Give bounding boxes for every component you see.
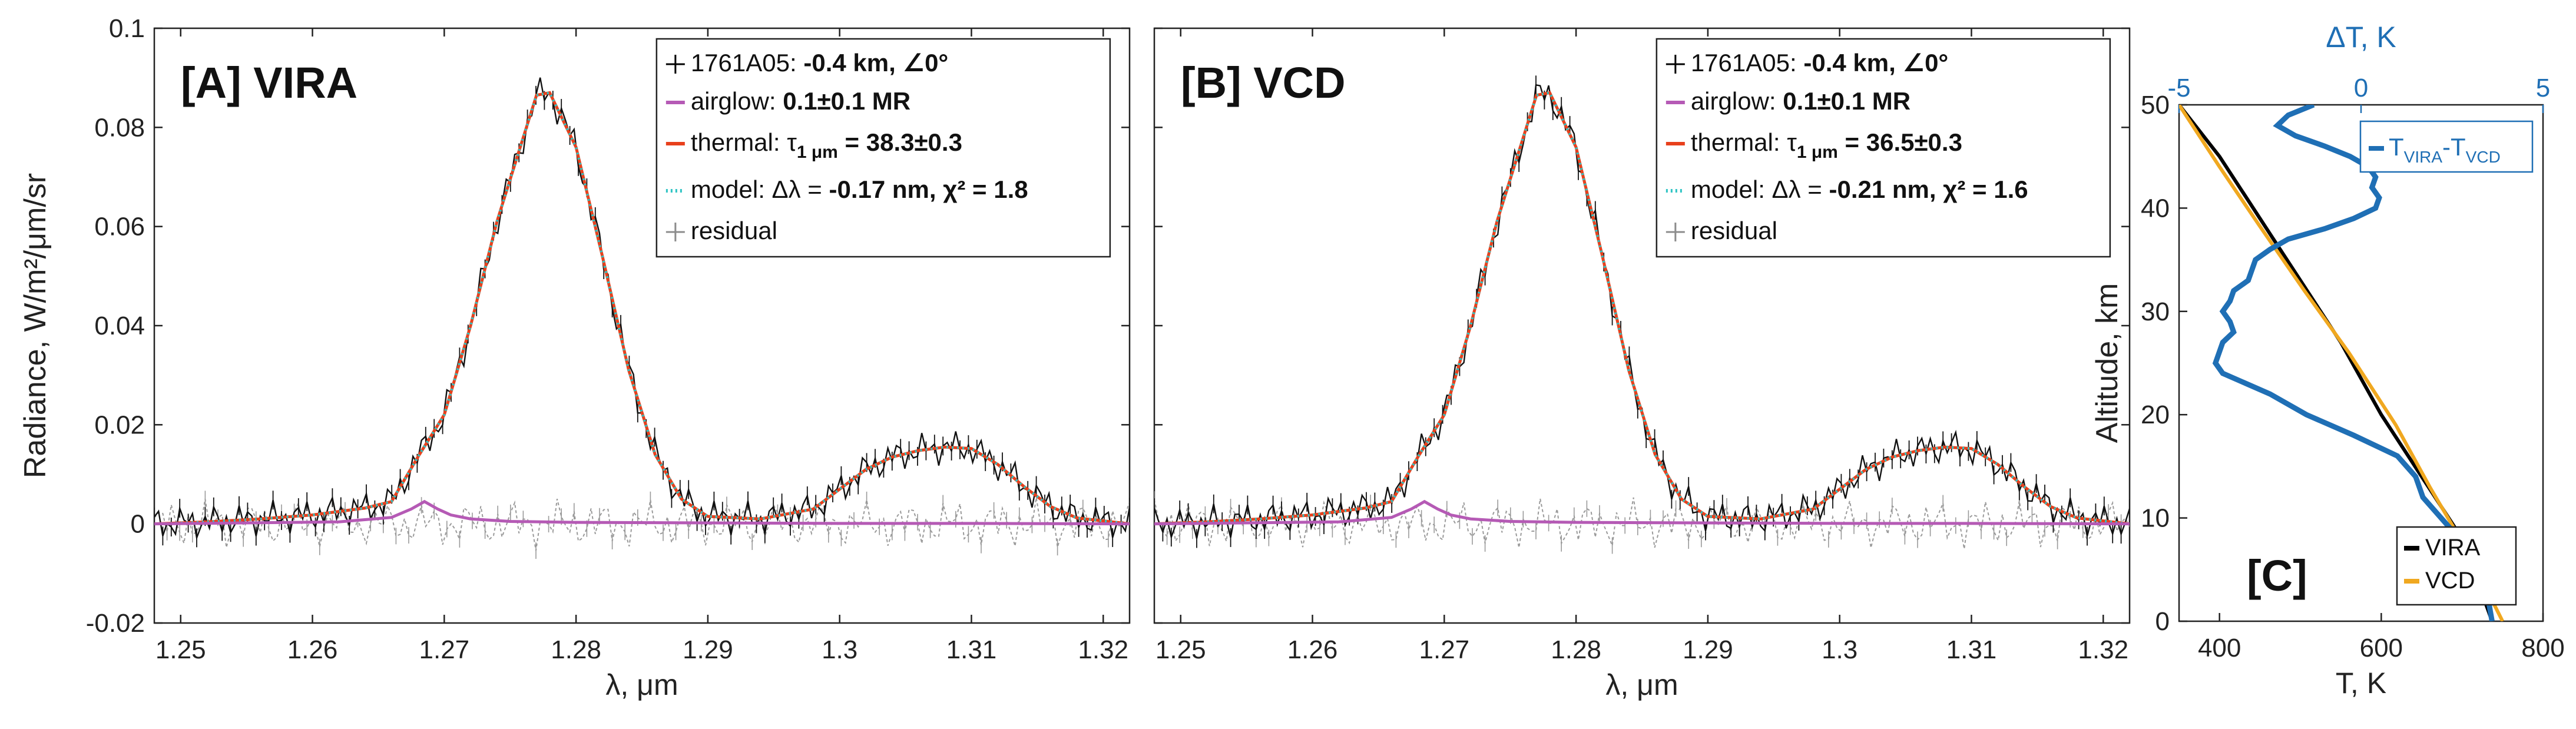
y-tick-label: 0 [2156,607,2170,636]
y-tick-label: 30 [2141,297,2170,326]
y-tick-label: 20 [2141,400,2170,429]
x-tick-label: 1.26 [1287,635,1338,664]
profile-legend-label: VIRA [2425,535,2481,561]
x-tick-label: 1.29 [1683,635,1733,664]
legend-entry-text: model: Δλ = -0.21 nm, χ² = 1.6 [1691,175,2028,203]
legend-entry-text: thermal: τ1 μm = 38.3±0.3 [691,128,962,162]
x-tick-label: 1.25 [155,635,206,664]
x-axis-label: T, K [2336,667,2386,700]
top-x-tick-label: 0 [2354,74,2368,102]
legend-entry-text: 1761A05: -0.4 km, ∠0° [691,49,948,77]
series-group [154,77,1130,559]
x-tick-label: 400 [2198,634,2241,662]
x-tick-label: 1.27 [419,635,470,664]
legend-box [1655,38,2111,258]
legend-entry-text: thermal: τ1 μm = 36.5±0.3 [1691,128,1962,162]
x-tick-label: 1.29 [683,635,733,664]
x-axis-label: λ, μm [1605,668,1678,701]
top-x-axis-label: ΔT, K [2326,21,2396,54]
y-tick-label: 40 [2141,194,2170,223]
y-axis-label: Radiance, W/m²/μm/sr [18,173,52,478]
y-tick-label: 0.08 [94,113,145,142]
delta-legend-text: TVIRA-TVCD [2389,133,2501,166]
y-tick-label: 50 [2141,91,2170,120]
airglow-line [154,499,1130,526]
y-tick-label: 0.02 [94,410,145,439]
panel-label: [B] VCD [1181,58,1346,107]
y-tick-label: 0.04 [94,312,145,340]
profile-legend-box [2396,526,2517,606]
panel-a-vira: 1.25 1.26 1.27 1.28 1.29 1.3 1.31 1.32 -0.02 0 0.0… [18,14,1131,701]
x-tick-label: 1.25 [1155,635,1206,664]
thermal-line [1154,91,2130,526]
x-tick-label: 1.26 [287,635,338,664]
legend-box [655,38,1111,258]
x-tick-label: 1.3 [1822,635,1857,664]
legend-entry-text: residual [691,217,777,244]
y-tick-label: 0 [131,510,145,539]
x-tick-label: 1.32 [1078,635,1128,664]
top-x-tick-label: 5 [2536,74,2550,102]
top-x-tick-label: -5 [2167,74,2190,102]
legend-entry-text: model: Δλ = -0.17 nm, χ² = 1.8 [691,175,1028,203]
y-tick-label: -0.02 [86,609,145,638]
y-tick-label: 0.1 [109,14,145,43]
profile-legend-label: VCD [2425,568,2475,594]
legend-entry-text: airglow: 0.1±0.1 MR [691,87,910,115]
legend-entry-text: residual [1691,217,1777,244]
x-tick-label: 1.27 [1419,635,1470,664]
series-group [1154,75,2130,554]
panel-label: [A] VIRA [181,58,357,107]
x-tick-label: 1.32 [2078,635,2128,664]
x-tick-label: 1.31 [946,635,997,664]
x-tick-label: 1.28 [1551,635,1601,664]
panel-b-vcd: 1.25 1.26 1.27 1.28 1.29 1.3 1.31 1.32 λ, μm [B] … [1153,27,2131,701]
x-tick-label: 1.3 [822,635,857,664]
x-tick-label: 1.28 [551,635,601,664]
delta-legend-box [2359,120,2534,173]
thermal-line [154,91,1130,526]
x-tick-label: 1.31 [1946,635,1997,664]
y-axis-label: Altitude, km [2090,283,2124,443]
legend-entry-text: airglow: 0.1±0.1 MR [1691,87,1911,115]
x-tick-label: 600 [2360,634,2403,662]
x-tick-label: 800 [2521,634,2564,662]
x-axis-label: λ, μm [605,668,678,701]
y-tick-label: 0.06 [94,213,145,241]
panel-label: [C] [2247,551,2307,600]
y-tick-label: 10 [2141,504,2170,533]
legend-entry-text: 1761A05: -0.4 km, ∠0° [1691,49,1948,77]
airglow-line [1154,499,2130,526]
